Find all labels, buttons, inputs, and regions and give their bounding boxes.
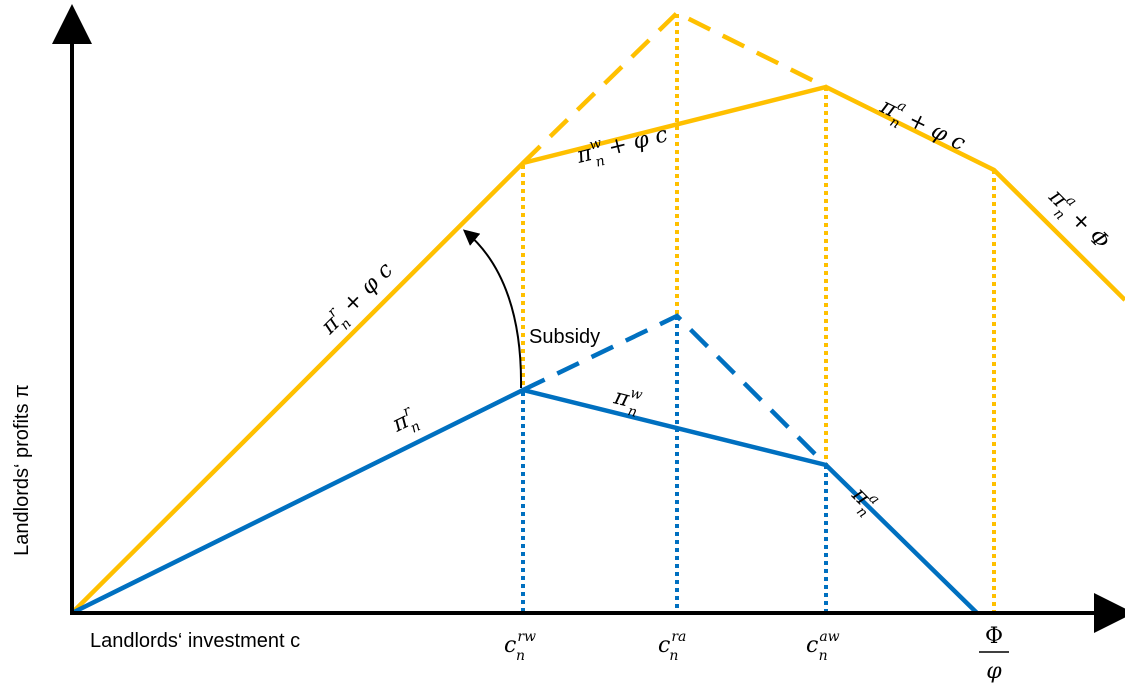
lower-curve-solid [71,387,979,616]
tick-c-ra: cra n [658,629,686,664]
subsidy-arrow [462,229,523,389]
label-upper-a-phi: πan + Φ [1039,182,1116,259]
label-lower-r: πrn [386,402,423,443]
tick-phi-numerator: Φ [985,624,1003,649]
label-lower-w: πwn [609,381,644,421]
subsidy-label: Subsidy [529,326,600,348]
label-upper-a: πan + φ c [873,91,971,162]
upper-curve-dashed [521,10,828,165]
label-upper-r: πrn + φ c [314,256,403,345]
label-upper-w: πwn + φ c [573,119,672,175]
lower-curve-dashed [522,313,828,467]
y-axis-label: Landlords‘ profits π [11,384,33,556]
tick-phi-over-varphi: Φ φ [979,624,1009,684]
tick-phi-denominator: φ [986,659,1002,684]
tick-c-aw: caw n [806,629,840,664]
x-axis-label: Landlords‘ investment c [90,630,300,652]
tick-c-rw: crw n [504,629,536,664]
